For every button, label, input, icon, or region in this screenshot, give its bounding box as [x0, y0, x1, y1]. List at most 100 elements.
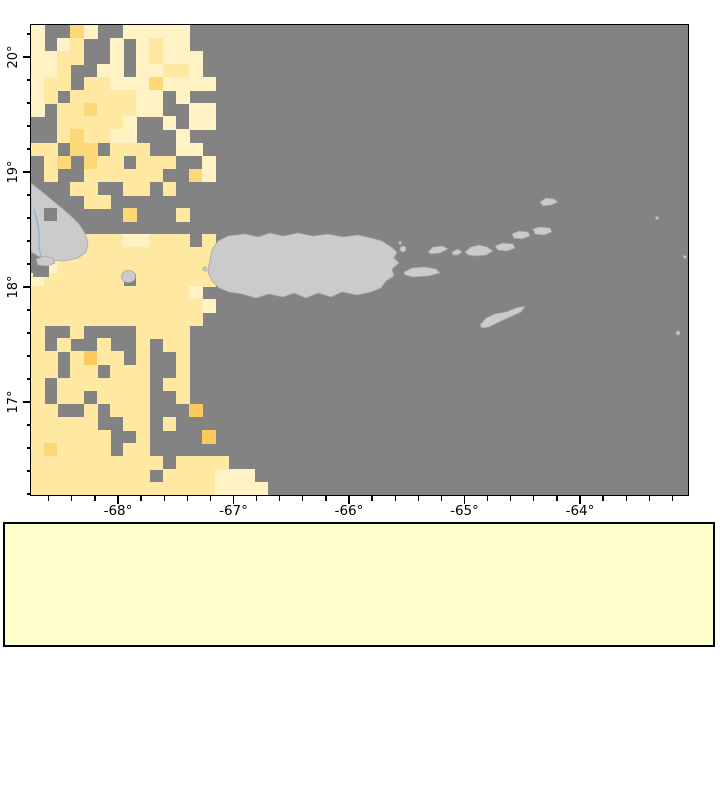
aot-data-cell — [162, 38, 177, 52]
aot-data-cell — [83, 377, 98, 392]
aot-data-cell — [188, 103, 203, 118]
aot-data-cell — [31, 103, 45, 118]
lat-major-tick — [23, 171, 31, 173]
aot-data-cell — [44, 416, 59, 431]
lat-minor-tick — [27, 102, 31, 104]
aot-data-cell — [44, 455, 59, 470]
aot-data-cell — [175, 325, 190, 340]
lat-minor-tick — [27, 240, 31, 242]
aot-data-cell — [201, 429, 216, 444]
aot-data-cell — [123, 286, 137, 300]
aot-data-cell — [109, 168, 124, 183]
aot-data-cell — [109, 142, 124, 157]
aot-data-cell — [31, 403, 45, 418]
aot-data-cell — [175, 207, 190, 222]
aot-data-cell — [83, 482, 98, 495]
lon-major-tick — [463, 496, 466, 504]
aot-data-cell — [109, 116, 124, 131]
aot-data-cell — [136, 233, 151, 248]
lon-tick-label: -66° — [334, 503, 364, 519]
aot-data-cell — [175, 233, 190, 248]
aot-data-cell — [188, 455, 203, 470]
virgin-gorda-island — [532, 226, 553, 236]
aot-data-cell — [70, 25, 85, 39]
aot-data-cell — [123, 142, 137, 157]
aot-data-cell — [109, 51, 124, 65]
aot-data-cell — [31, 442, 45, 457]
aot-data-cell — [83, 155, 98, 170]
dog-island-cay — [683, 255, 687, 259]
aot-data-cell — [136, 181, 151, 196]
aot-data-cell — [149, 168, 164, 183]
aot-data-cell — [44, 77, 59, 92]
aot-data-cell — [123, 455, 137, 470]
aot-data-cell — [123, 181, 137, 196]
aot-data-cell — [44, 90, 59, 105]
aot-data-cell — [83, 260, 98, 274]
aot-data-cell — [175, 468, 190, 483]
aot-pixel-layer — [31, 25, 688, 495]
aot-data-cell — [109, 403, 124, 418]
aot-data-cell — [136, 364, 151, 379]
aot-data-cell — [83, 299, 98, 314]
lon-minor-tick — [394, 496, 396, 501]
aot-data-cell — [149, 155, 164, 170]
aot-data-cell — [162, 377, 177, 392]
aot-data-cell — [123, 247, 137, 261]
aot-data-cell — [136, 273, 151, 287]
aot-data-cell — [31, 142, 45, 157]
aot-data-cell — [109, 155, 124, 170]
aot-data-cell — [57, 51, 72, 65]
aot-data-cell — [175, 299, 190, 314]
aot-data-cell — [83, 168, 98, 183]
aot-data-cell — [149, 325, 164, 340]
aot-data-cell — [70, 260, 85, 274]
lon-minor-tick — [440, 496, 443, 501]
aot-data-cell — [201, 233, 216, 248]
aot-data-cell — [96, 286, 111, 300]
lon-minor-tick — [325, 496, 327, 501]
aot-data-cell — [70, 482, 85, 495]
aot-data-cell — [109, 64, 124, 79]
aot-data-cell — [57, 64, 72, 79]
aot-data-cell — [31, 299, 45, 314]
aot-data-cell — [162, 416, 177, 431]
aot-data-cell — [96, 338, 111, 353]
aot-data-cell — [57, 429, 72, 444]
aot-data-cell — [136, 38, 151, 52]
lon-minor-tick — [71, 496, 73, 501]
aot-data-cell — [149, 273, 164, 287]
lat-major-tick — [23, 401, 31, 403]
aot-data-cell — [57, 312, 72, 327]
lat-minor-tick — [27, 447, 31, 449]
aot-data-cell — [96, 299, 111, 314]
lon-tick-label: -64° — [565, 503, 595, 519]
aot-data-cell — [70, 299, 85, 314]
aot-data-cell — [162, 25, 177, 39]
aot-data-cell — [96, 194, 111, 209]
aot-data-cell — [83, 273, 98, 287]
aot-data-cell — [31, 338, 45, 353]
aot-data-cell — [70, 325, 85, 340]
aot-data-cell — [149, 260, 164, 274]
aot-data-cell — [96, 377, 111, 392]
aot-data-cell — [57, 338, 72, 353]
aot-data-cell — [83, 312, 98, 327]
aot-data-cell — [31, 455, 45, 470]
aot-data-cell — [96, 351, 111, 366]
aot-data-cell — [44, 51, 59, 65]
aot-data-cell — [175, 51, 190, 65]
aot-data-cell — [57, 155, 72, 170]
lat-minor-tick — [27, 194, 31, 196]
aot-data-cell — [188, 273, 203, 287]
aot-data-cell — [109, 38, 124, 52]
aot-data-cell — [31, 325, 45, 340]
aot-data-cell — [109, 273, 124, 287]
aot-data-cell — [96, 455, 111, 470]
aot-data-cell — [123, 312, 137, 327]
aot-data-cell — [31, 312, 45, 327]
aot-data-cell — [44, 64, 59, 79]
aot-data-cell — [109, 364, 124, 379]
aot-data-cell — [70, 273, 85, 287]
